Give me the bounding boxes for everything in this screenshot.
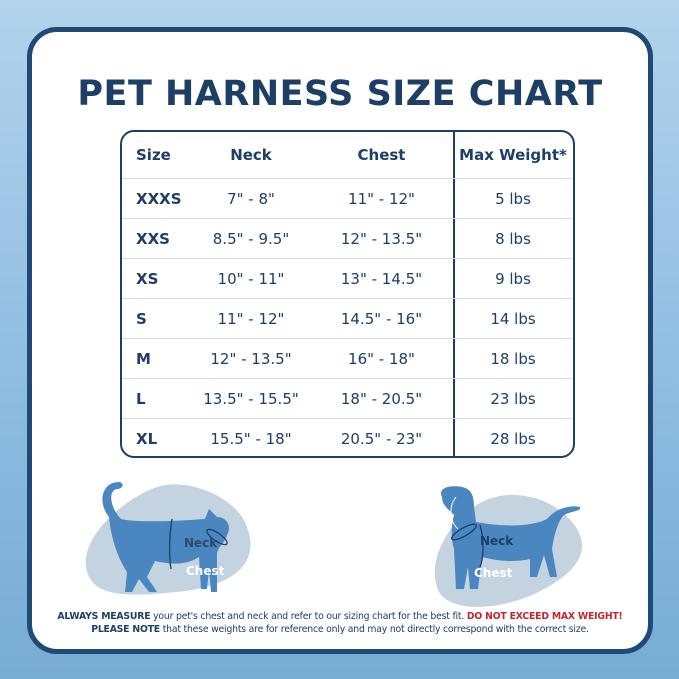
chest-cell: 20.5" - 23" [340,429,423,448]
size-cell: L [136,389,146,408]
please-note-label: PLEASE NOTE [91,624,160,635]
table-row: XXXS 7" - 8" 11" - 12" 5 lbs [122,178,573,218]
size-cell: Size [136,146,171,164]
max-weight-cell: 5 lbs [495,189,531,208]
table-row: S 11" - 12" 14.5" - 16" 14 lbs [122,298,573,338]
measurement-notes: ALWAYS MEASURE your pet's chest and neck… [32,610,648,636]
max-weight-cell: 28 lbs [490,429,536,448]
size-cell: XL [136,429,158,448]
size-cell: M [136,349,151,368]
neck-cell: 10" - 11" [217,269,285,288]
chest-cell: 14.5" - 16" [340,309,423,328]
dog-silhouette [441,486,581,589]
notes-text-2: that these weights are for reference onl… [159,624,589,635]
max-weight-cell: 23 lbs [490,389,536,408]
table-header-row: Size Neck Chest Max Weight* [122,132,573,178]
size-cell: XXXS [136,189,182,208]
size-chart-card: PET HARNESS SIZE CHART Size Neck Chest Max … [27,27,653,654]
always-measure-label: ALWAYS MEASURE [57,611,151,622]
dog-ear-outline [450,496,459,530]
neck-cell: 15.5" - 18" [210,429,292,448]
table-row: XS 10" - 11" 13" - 14.5" 9 lbs [122,258,573,298]
notes-line-2: PLEASE NOTE that these weights are for r… [32,623,648,636]
cat-silhouette [102,482,229,592]
max-weight-cell: 8 lbs [495,229,531,248]
cat-neck-measure-loop [206,528,228,546]
cat-chest-label: Chest [186,564,225,578]
neck-cell: 8.5" - 9.5" [212,229,290,248]
dog-neck-label: Neck [480,534,514,548]
dog-illustration: Neck Chest [434,486,583,607]
size-table: Size Neck Chest Max Weight* XXXS 7" - 8" 11" -… [120,130,575,458]
neck-cell: 11" - 12" [217,309,285,328]
table-row: M 12" - 13.5" 16" - 18" 18 lbs [122,338,573,378]
notes-line-1: ALWAYS MEASURE your pet's chest and neck… [32,610,648,623]
size-cell: XS [136,269,159,288]
max-weight-cell: 9 lbs [495,269,531,288]
neck-cell: 7" - 8" [227,189,275,208]
notes-text-1: your pet's chest and neck and refer to o… [150,611,467,622]
max-weight-warning: DO NOT EXCEED MAX WEIGHT! [466,611,623,622]
neck-cell: 13.5" - 15.5" [203,389,299,408]
cat-neck-label: Neck [184,536,218,550]
chest-cell: 12" - 13.5" [340,229,423,248]
neck-cell: Neck [230,146,272,164]
size-cell: S [136,309,147,328]
chest-cell: 13" - 14.5" [340,269,423,288]
chest-cell: 11" - 12" [348,189,415,208]
dog-neck-measure-loop [451,523,477,541]
cat-chest-measure-line [168,518,173,570]
chest-cell: 16" - 18" [348,349,415,368]
chest-cell: 18" - 20.5" [340,389,423,408]
max-weight-cell: 14 lbs [490,309,536,328]
max-weight-cell: Max Weight* [459,146,567,164]
table-row: XXS 8.5" - 9.5" 12" - 13.5" 8 lbs [122,218,573,258]
cat-illustration: Neck Chest [85,482,251,595]
max-weight-cell: 18 lbs [490,349,536,368]
size-cell: XXS [136,229,170,248]
table-row: XL 15.5" - 18" 20.5" - 23" 28 lbs [122,418,573,456]
dog-chest-measure-line [479,524,484,568]
column-divider [453,132,455,456]
page-title: PET HARNESS SIZE CHART [77,74,603,114]
table-row: L 13.5" - 15.5" 18" - 20.5" 23 lbs [122,378,573,418]
neck-cell: 12" - 13.5" [210,349,292,368]
dog-chest-label: Chest [474,566,513,580]
chest-cell: Chest [357,146,406,164]
